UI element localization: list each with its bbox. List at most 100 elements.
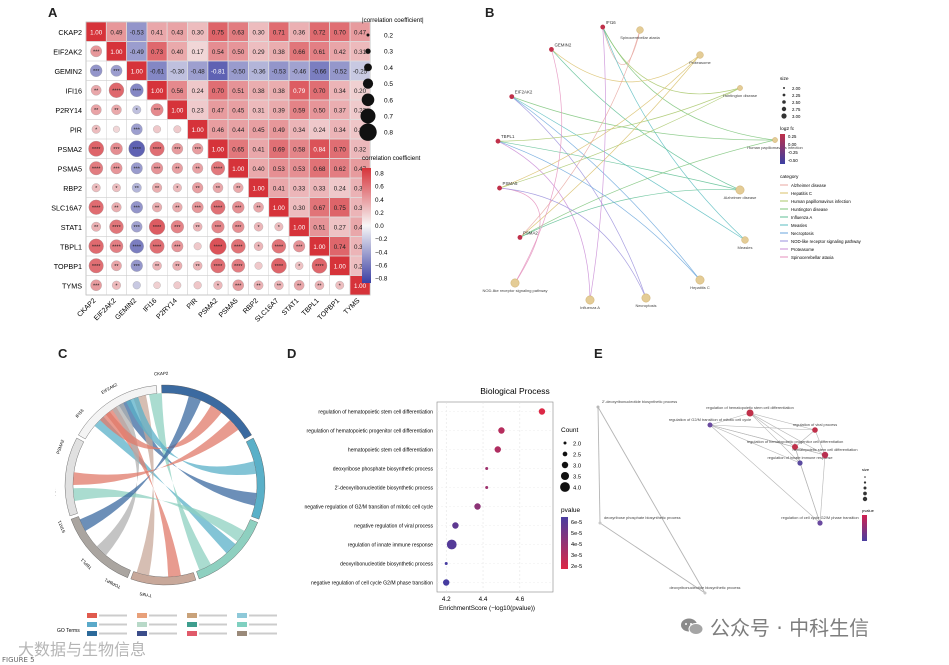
- significance-stars: ****: [275, 264, 284, 270]
- heatmap-value: 0.38: [273, 88, 286, 95]
- significance-stars: **: [236, 186, 241, 192]
- heatmap-value: 0.29: [253, 49, 266, 56]
- heatmap-value: 0.63: [232, 29, 245, 36]
- heatmap-cell: [187, 100, 208, 120]
- heatmap-cell: [167, 80, 188, 100]
- b-size-legend-label: 2.25: [792, 93, 801, 98]
- b-size-legend-title: size: [780, 76, 789, 82]
- heatmap-cell: [228, 139, 248, 159]
- heatmap-dot: [170, 220, 184, 234]
- heatmap-value: -0.81: [211, 68, 226, 75]
- e-network-edge: [709, 412, 751, 426]
- pathway-node-label: Hepatitis C: [690, 285, 710, 290]
- corner-watermark: 大数据与生物信息: [18, 640, 147, 659]
- significance-stars: **: [196, 166, 201, 172]
- heatmap-value: 0.66: [293, 49, 306, 56]
- significance-stars: **: [196, 264, 201, 270]
- heatmap-cell: [330, 61, 350, 81]
- e-network-node-label: deoxyribonucleotide biosynthetic process: [670, 585, 741, 590]
- significance-stars: *: [339, 283, 342, 289]
- significance-stars: **: [114, 108, 119, 114]
- heatmap-cell: [309, 119, 330, 139]
- panel-c-chord-diagram: CKAP2 EIF2AK2 IFI16 PSMA2 PSMA5 STAT1 TBPL1 TOP…: [55, 371, 277, 636]
- dotplot-x-tick: 4.4: [479, 596, 488, 603]
- heatmap-dot: [193, 242, 202, 251]
- heatmap-value: -0.30: [170, 68, 185, 75]
- heatmap-dot: [192, 143, 204, 155]
- e-network-edge: [799, 462, 821, 524]
- b-color-legend-label: 0.00: [788, 142, 797, 147]
- color-legend-label: 0.4: [375, 197, 384, 204]
- significance-stars: *: [95, 186, 98, 192]
- heatmap-cell: [269, 22, 289, 42]
- e-network-node-label: regulation of innate immune response: [767, 455, 832, 460]
- b-category-legend-label: Alzheimer disease: [791, 183, 827, 188]
- significance-stars: **: [155, 264, 160, 270]
- heatmap-value: 0.30: [293, 205, 306, 212]
- size-legend-dot: [366, 33, 370, 37]
- color-legend-label: −0.6: [375, 262, 388, 269]
- heatmap-cell: [309, 139, 330, 159]
- chord-ring-segment: [64, 437, 85, 517]
- col-gene-label: EIF2AK2: [93, 297, 118, 322]
- significance-stars: ****: [214, 264, 223, 270]
- row-gene-label: IFI16: [66, 86, 82, 95]
- color-legend-bar: [362, 168, 371, 283]
- heatmap-dot: [230, 238, 246, 254]
- significance-stars: ****: [92, 205, 101, 211]
- heatmap-value: 1.00: [313, 244, 326, 251]
- network-link: [519, 54, 701, 238]
- heatmap-value: 0.46: [212, 127, 225, 134]
- b-category-legend-label: Human papillomavirus infection: [791, 199, 851, 204]
- heatmap-value: 0.61: [313, 49, 326, 56]
- significance-stars: **: [94, 108, 99, 114]
- heatmap-dot: [274, 222, 284, 232]
- panel-d-enrichment-dotplot: Biological Process 4.2 4.4 4.6 EnrichmentSco…: [304, 386, 582, 612]
- e-network-edge: [749, 412, 801, 464]
- heatmap-cell: [289, 22, 309, 42]
- go-term-legend-text-placeholder: [249, 632, 277, 635]
- significance-stars: *: [115, 186, 118, 192]
- pathway-node: [772, 137, 778, 143]
- e-network-edge: [599, 522, 706, 594]
- pathway-node-label: Necroptosis: [635, 303, 656, 308]
- heatmap-dot: [89, 161, 104, 176]
- b-size-legend-label: 2.75: [792, 107, 801, 112]
- go-term-legend-text-placeholder: [99, 632, 127, 635]
- heatmap-value: 0.34: [354, 244, 367, 251]
- gene-node: [495, 138, 501, 144]
- heatmap-cell: [228, 61, 248, 81]
- network-link: [519, 189, 741, 238]
- count-legend-dot: [560, 471, 570, 481]
- heatmap-dot: [213, 280, 223, 290]
- heatmap-cell: [106, 41, 127, 61]
- heatmap-dot: [152, 202, 163, 213]
- heatmap-cell: [309, 178, 330, 198]
- pvalue-legend-label: 6e-5: [571, 520, 582, 526]
- significance-stars: **: [175, 205, 180, 211]
- go-term-legend-text-placeholder: [199, 632, 227, 635]
- b-color-legend-label: -0.25: [788, 150, 798, 155]
- chord-band: [99, 405, 222, 450]
- significance-stars: **: [256, 205, 261, 211]
- wechat-icon: [680, 617, 704, 637]
- b-category-legend-title: category: [780, 174, 799, 180]
- color-legend-label: −0.4: [375, 249, 388, 256]
- heatmap-dot: [128, 140, 145, 157]
- col-gene-label: P2RY14: [155, 297, 178, 320]
- chord-ring-segment: [161, 384, 252, 440]
- heatmap-value: 0.45: [232, 107, 245, 114]
- heatmap-value: -0.48: [191, 68, 206, 75]
- heatmap-dot: [132, 281, 141, 290]
- e-network-node-label: regulation of G2/M transition of mitotic…: [669, 417, 751, 422]
- color-legend-label: 0.2: [375, 210, 384, 217]
- network-link: [499, 87, 741, 189]
- pathway-node-label: Huntington disease: [723, 93, 758, 98]
- row-gene-label: STAT1: [61, 223, 82, 232]
- significance-stars: ***: [235, 283, 242, 289]
- heatmap-cell: [248, 61, 269, 81]
- go-term-legend-text-placeholder: [199, 623, 227, 626]
- heatmap-dot: [111, 202, 122, 213]
- b-size-legend-label: 3.00: [792, 114, 801, 119]
- significance-stars: ****: [132, 244, 141, 250]
